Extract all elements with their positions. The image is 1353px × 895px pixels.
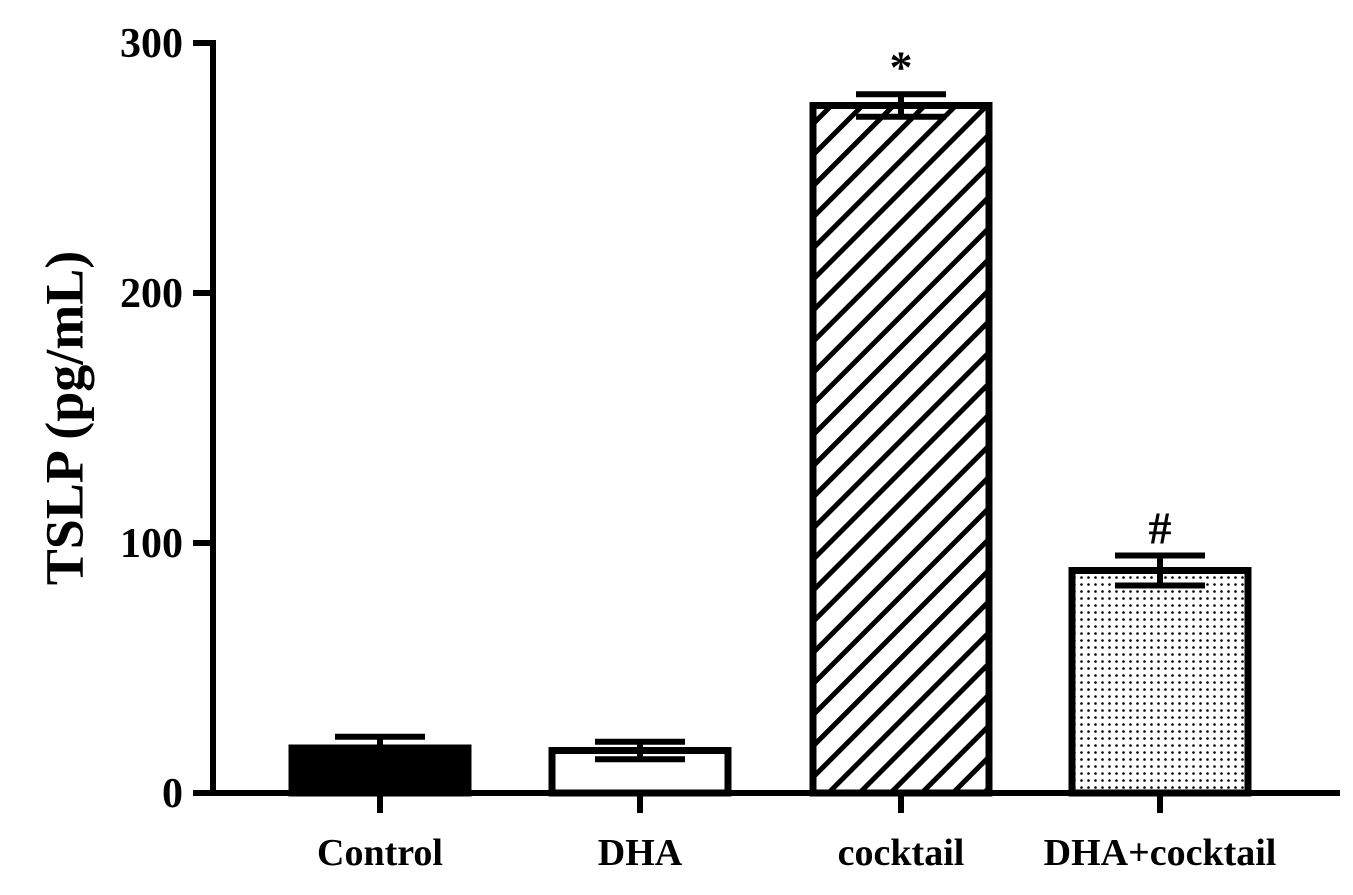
y-tick-label: 100 (120, 521, 183, 567)
x-tick-label: DHA+cocktail (1044, 832, 1277, 874)
x-tick-label: DHA (598, 832, 683, 874)
y-tick-label: 200 (120, 271, 183, 317)
x-tick-label: Control (317, 832, 443, 874)
y-tick-label: 300 (120, 21, 183, 67)
bar (809, 102, 993, 797)
y-axis-label: TSLP (pg/mL) (34, 251, 94, 586)
bar (1068, 567, 1252, 797)
x-tick-label: cocktail (838, 832, 965, 874)
significance-mark: * (890, 41, 913, 92)
significance-mark: # (1149, 503, 1172, 554)
y-tick-label: 0 (162, 771, 183, 817)
